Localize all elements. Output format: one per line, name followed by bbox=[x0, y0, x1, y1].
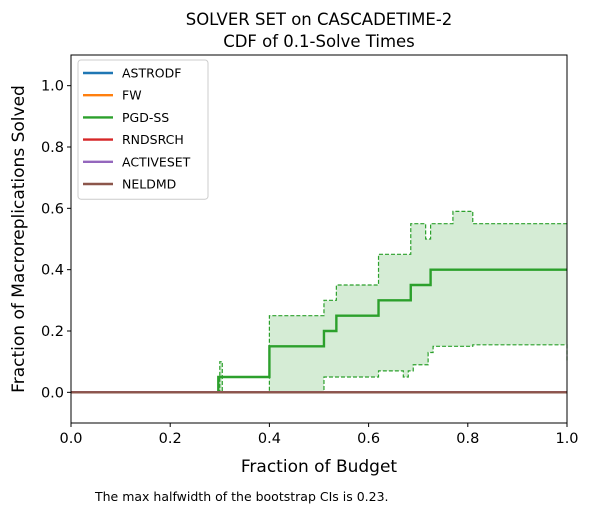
legend: ASTRODF FW PGD-SS RNDSRCH ACTIVESET NELDMD bbox=[77, 59, 209, 200]
y-tick-label: 0.8 bbox=[41, 140, 64, 156]
x-tick-label: 0.0 bbox=[59, 431, 82, 447]
legend-label: RNDSRCH bbox=[122, 132, 184, 147]
chart-title: SOLVER SET on CASCADETIME-2 bbox=[186, 10, 453, 29]
plot-area bbox=[71, 210, 568, 394]
y-tick-label: 1.0 bbox=[41, 79, 64, 95]
x-tick-label: 0.8 bbox=[456, 431, 479, 447]
plot-frame bbox=[70, 54, 568, 424]
x-tick-label: 0.6 bbox=[357, 431, 380, 447]
ci-lower-bound bbox=[218, 344, 568, 393]
y-tick-label: 0.0 bbox=[41, 385, 64, 401]
legend-label: ASTRODF bbox=[122, 66, 181, 81]
series-line-pgd-ss bbox=[71, 268, 567, 394]
x-tick-label: 1.0 bbox=[555, 431, 578, 447]
x-tick-label: 0.4 bbox=[258, 431, 281, 447]
ci-band-fill bbox=[218, 211, 567, 393]
chart-subtitle: CDF of 0.1-Solve Times bbox=[223, 32, 415, 51]
axis-ticks: 0.0 0.2 0.4 0.6 0.8 1.0 0.0 0.2 0.4 0.6 0.8 1.0 bbox=[41, 79, 579, 447]
legend-label: FW bbox=[122, 88, 142, 103]
ci-halfwidth-note: The max halfwidth of the bootstrap CIs i… bbox=[94, 489, 389, 504]
legend-label: ACTIVESET bbox=[122, 154, 191, 169]
x-tick-label: 0.2 bbox=[159, 431, 182, 447]
legend-label: PGD-SS bbox=[122, 110, 169, 125]
y-axis-label: Fraction of Macroreplications Solved bbox=[9, 85, 29, 393]
y-tick-label: 0.6 bbox=[41, 201, 64, 217]
y-tick-label: 0.2 bbox=[41, 324, 64, 340]
ci-upper-bound bbox=[218, 210, 567, 393]
x-axis-label: Fraction of Budget bbox=[241, 457, 398, 477]
y-tick-label: 0.4 bbox=[41, 263, 64, 279]
legend-label: NELDMD bbox=[122, 177, 176, 192]
